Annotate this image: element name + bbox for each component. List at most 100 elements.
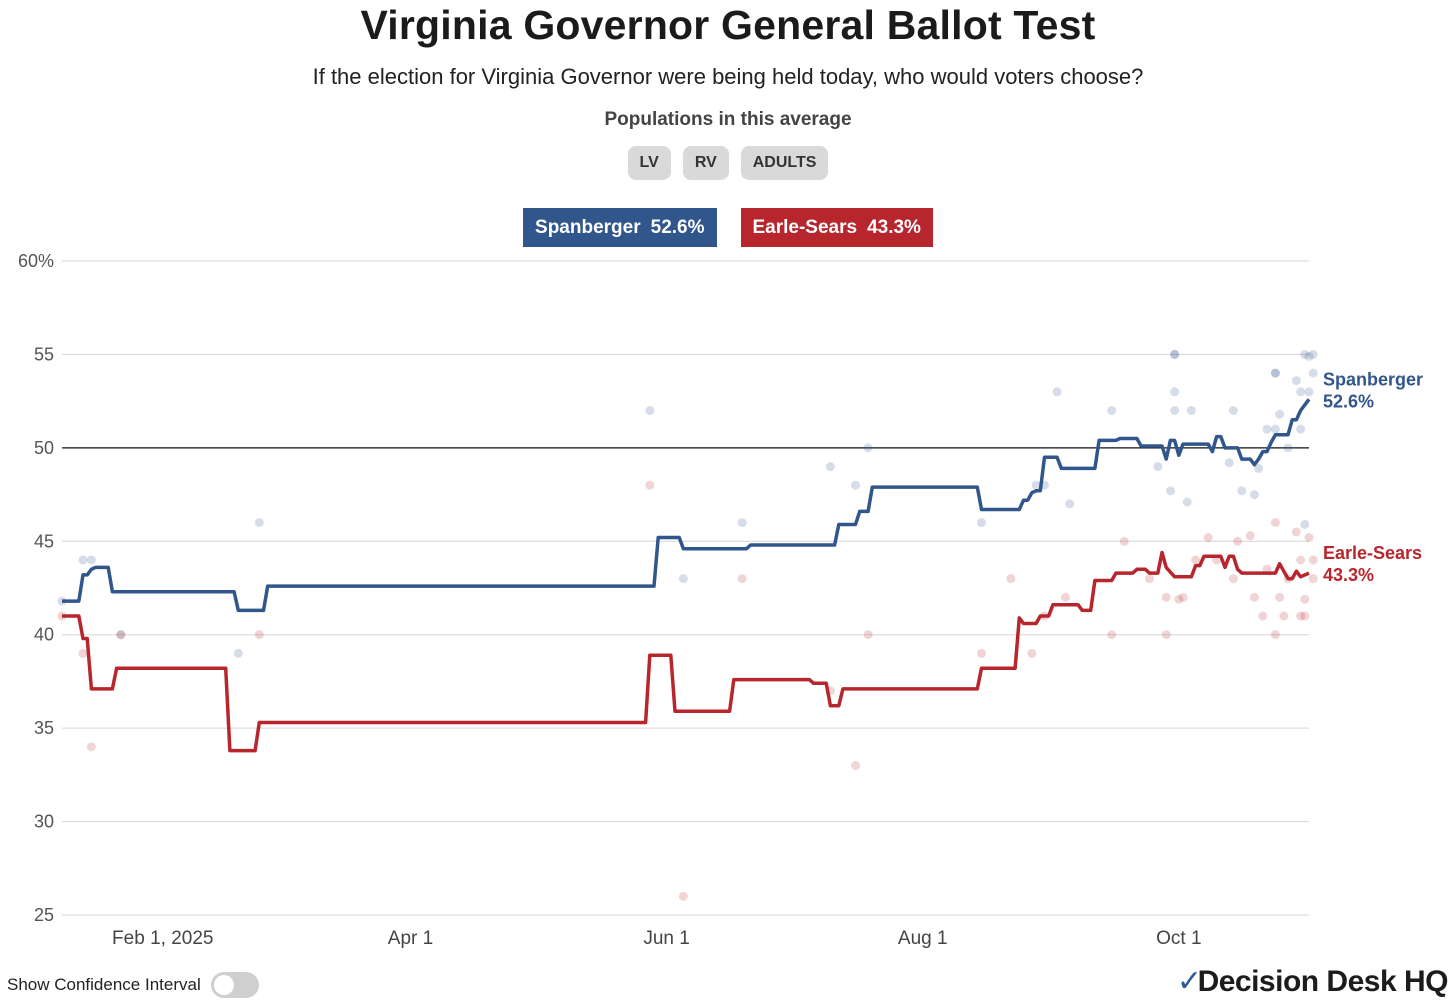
poll-point-earle-sears bbox=[1203, 533, 1213, 543]
poll-point-spanberger bbox=[1296, 387, 1306, 397]
poll-point-earle-sears bbox=[1228, 574, 1238, 584]
y-tick-label: 35 bbox=[34, 718, 54, 738]
poll-point-spanberger bbox=[116, 630, 126, 640]
logo-text: Decision Desk HQ bbox=[1197, 964, 1449, 998]
poll-point-earle-sears bbox=[1291, 527, 1301, 537]
poll-point-spanberger bbox=[1262, 424, 1272, 434]
poll-point-earle-sears bbox=[678, 891, 688, 901]
poll-point-earle-sears bbox=[1308, 574, 1318, 584]
x-tick-label: Jun 1 bbox=[643, 928, 689, 949]
poll-point-spanberger bbox=[1308, 368, 1318, 378]
poll-point-earle-sears bbox=[1270, 518, 1280, 528]
poll-point-earle-sears bbox=[863, 630, 873, 640]
y-tick-label: 60% bbox=[18, 251, 54, 271]
legend-name: Spanberger bbox=[535, 217, 641, 238]
poll-point-earle-sears bbox=[1161, 630, 1171, 640]
poll-point-spanberger bbox=[1153, 462, 1163, 472]
poll-point-earle-sears bbox=[1308, 555, 1318, 565]
poll-point-earle-sears bbox=[1300, 611, 1310, 621]
end-label-value: 52.6% bbox=[1323, 391, 1374, 411]
check-icon: ✓ bbox=[1176, 965, 1202, 998]
poll-point-spanberger bbox=[1031, 480, 1041, 490]
poll-point-earle-sears bbox=[645, 480, 655, 490]
y-tick-label: 40 bbox=[34, 625, 54, 645]
poll-point-spanberger bbox=[825, 462, 835, 472]
poll-point-earle-sears bbox=[1296, 555, 1306, 565]
x-tick-label: Oct 1 bbox=[1156, 928, 1201, 949]
poll-point-spanberger bbox=[78, 555, 88, 565]
decision-desk-logo: ✓ Decision Desk HQ bbox=[1176, 964, 1449, 999]
poll-point-earle-sears bbox=[1191, 555, 1201, 565]
poll-point-spanberger bbox=[977, 518, 987, 528]
poll-point-spanberger bbox=[86, 555, 96, 565]
poll-point-spanberger bbox=[1107, 405, 1117, 415]
poll-point-spanberger bbox=[1270, 368, 1280, 378]
legend-value: 52.6% bbox=[650, 217, 705, 238]
y-tick-label: 55 bbox=[34, 344, 54, 364]
confidence-interval-toggle[interactable] bbox=[210, 972, 259, 998]
end-label-name: Spanberger bbox=[1323, 369, 1423, 389]
poll-point-earle-sears bbox=[977, 648, 987, 658]
poll-point-spanberger bbox=[1052, 387, 1062, 397]
poll-point-spanberger bbox=[1065, 499, 1075, 509]
poll-point-spanberger bbox=[1270, 424, 1280, 434]
poll-point-earle-sears bbox=[737, 574, 747, 584]
poll-point-spanberger bbox=[737, 518, 747, 528]
y-tick-label: 30 bbox=[34, 812, 54, 832]
poll-point-spanberger bbox=[645, 405, 655, 415]
poll-point-earle-sears bbox=[1006, 574, 1016, 584]
series-line-spanberger bbox=[62, 398, 1311, 613]
series-line-earle-sears bbox=[62, 550, 1310, 753]
poll-point-earle-sears bbox=[1304, 533, 1314, 543]
poll-point-earle-sears bbox=[1296, 611, 1306, 621]
poll-point-earle-sears bbox=[1060, 592, 1070, 602]
poll-point-spanberger bbox=[1300, 349, 1310, 359]
poll-point-earle-sears bbox=[86, 742, 96, 752]
poll-point-spanberger bbox=[1254, 463, 1264, 473]
population-lv-button[interactable]: LV bbox=[627, 146, 671, 180]
poll-point-earle-sears bbox=[1107, 630, 1117, 640]
legend-earle-sears[interactable]: Earle-Sears 43.3% bbox=[740, 208, 933, 247]
legend: Spanberger 52.6% Earle-Sears 43.3% bbox=[0, 208, 1456, 247]
end-label-name: Earle-Sears bbox=[1323, 543, 1422, 563]
poll-point-earle-sears bbox=[1161, 592, 1171, 602]
poll-point-spanberger bbox=[1228, 405, 1238, 415]
poll-point-earle-sears bbox=[1233, 536, 1243, 546]
poll-point-earle-sears bbox=[1178, 592, 1188, 602]
poll-point-earle-sears bbox=[1119, 536, 1129, 546]
legend-value: 43.3% bbox=[867, 217, 921, 238]
poll-point-earle-sears bbox=[1174, 594, 1184, 604]
poll-point-earle-sears bbox=[1270, 630, 1280, 640]
poll-point-spanberger bbox=[1291, 376, 1301, 386]
poll-point-earle-sears bbox=[1275, 592, 1285, 602]
poll-point-spanberger bbox=[1237, 486, 1247, 496]
poll-point-earle-sears bbox=[851, 761, 861, 771]
x-tick-label: Aug 1 bbox=[898, 928, 948, 949]
poll-point-spanberger bbox=[1186, 405, 1196, 415]
poll-point-spanberger bbox=[254, 518, 264, 528]
poll-point-spanberger bbox=[1304, 387, 1314, 397]
poll-point-earle-sears bbox=[1245, 531, 1255, 541]
toggle-knob bbox=[213, 975, 234, 995]
poll-point-spanberger bbox=[678, 574, 688, 584]
populations-label: Populations in this average bbox=[604, 109, 852, 130]
x-tick-label: Feb 1, 2025 bbox=[112, 928, 213, 949]
poll-point-spanberger bbox=[1283, 443, 1293, 453]
poll-point-spanberger bbox=[1165, 486, 1175, 496]
poll-point-earle-sears bbox=[1279, 611, 1289, 621]
poll-point-spanberger bbox=[863, 443, 873, 453]
poll-point-spanberger bbox=[233, 648, 243, 658]
poll-point-spanberger bbox=[1170, 349, 1180, 359]
poll-point-earle-sears bbox=[1249, 592, 1259, 602]
population-rv-button[interactable]: RV bbox=[682, 146, 729, 180]
legend-spanberger[interactable]: Spanberger 52.6% bbox=[523, 208, 717, 247]
poll-point-earle-sears bbox=[78, 648, 88, 658]
poll-point-spanberger bbox=[1170, 387, 1180, 397]
page-subtitle: If the election for Virginia Governor we… bbox=[312, 64, 1144, 89]
population-adults-button[interactable]: ADULTS bbox=[740, 146, 829, 180]
y-tick-label: 25 bbox=[34, 905, 54, 925]
poll-point-spanberger bbox=[1170, 405, 1180, 415]
x-tick-label: Apr 1 bbox=[388, 928, 433, 949]
poll-point-spanberger bbox=[1170, 349, 1180, 359]
